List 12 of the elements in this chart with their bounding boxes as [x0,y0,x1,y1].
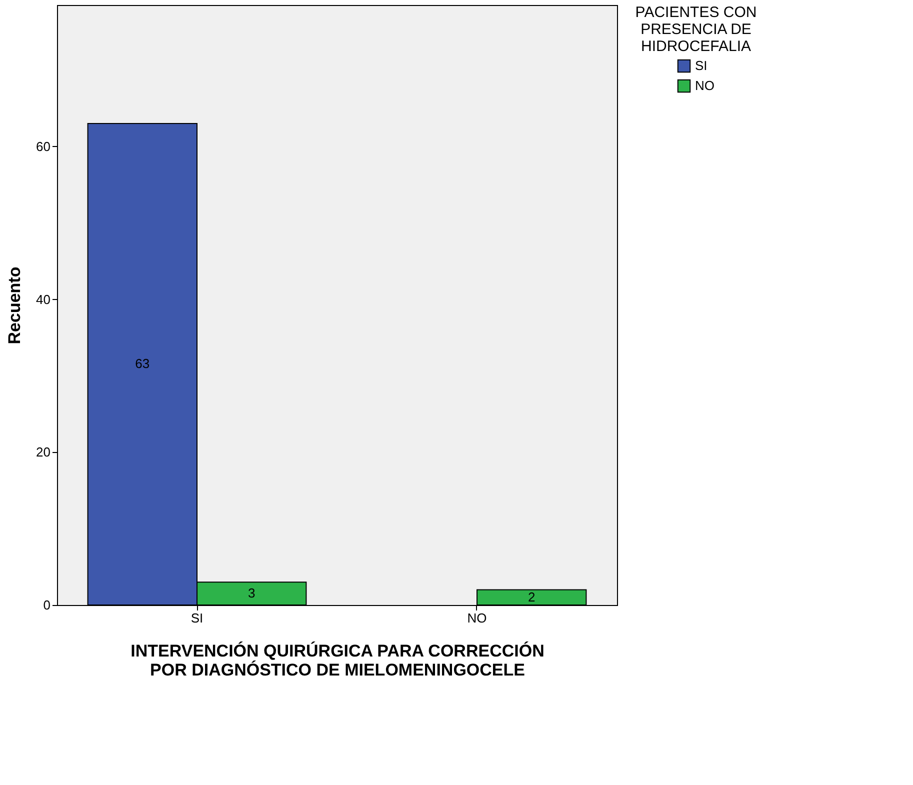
data-label: 2 [528,589,536,604]
y-tick-label: 0 [43,598,50,612]
data-label: 63 [135,356,150,372]
data-label: 3 [248,586,256,601]
y-tick-label: 20 [36,444,50,460]
legend-label: SI [695,58,708,73]
x-axis-title: INTERVENCIÓN QUIRÚRGICA PARA CORRECCIÓN POR DIAGNÓSTICO DE MIELOMENINGOCELE [130,640,544,680]
y-axis-title: Recuento [5,266,24,344]
y-tick-label: 40 [36,292,50,307]
y-tick-label: 60 [36,138,50,154]
legend-title: PACIENTES CON PRESENCIA DE HIDROCEFALIA [635,4,757,55]
legend-label: NO [695,78,714,93]
